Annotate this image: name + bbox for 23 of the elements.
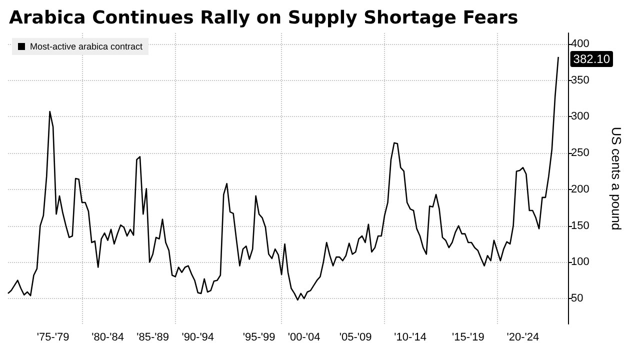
y-tick-label: 400	[571, 38, 590, 50]
line-series	[7, 56, 559, 301]
x-tick-label: '05-'09	[339, 332, 372, 343]
chart-title: Arabica Continues Rally on Supply Shortage Fears	[9, 8, 518, 28]
text: 382.10	[573, 52, 610, 66]
y-tick-label: 50	[571, 292, 584, 305]
legend-label: Most-active arabica contract	[30, 42, 144, 52]
y-tick-label: 250	[571, 147, 590, 160]
x-tick-label: '20-'24	[506, 332, 540, 343]
x-tick-label: '85-'89	[136, 332, 169, 343]
x-tick-label: '75-'79	[36, 332, 70, 343]
y-tick-label: 200	[571, 183, 590, 196]
x-tick-label: '95-'99	[242, 332, 276, 343]
y-tick-label: 100	[571, 256, 590, 268]
y-axis-title: US cents a pound	[609, 126, 624, 230]
x-tick-label: '00-'04	[288, 332, 320, 343]
y-tick-label: 350	[571, 74, 590, 86]
y-tick-label: 150	[571, 220, 590, 232]
x-tick-label: '10-'14	[394, 332, 426, 343]
x-tick-label: '80-'84	[92, 332, 124, 343]
x-tick-label: '90-'94	[182, 332, 214, 343]
y-tick-label: 300	[571, 110, 590, 123]
x-tick-label: '15-'19	[452, 332, 484, 343]
